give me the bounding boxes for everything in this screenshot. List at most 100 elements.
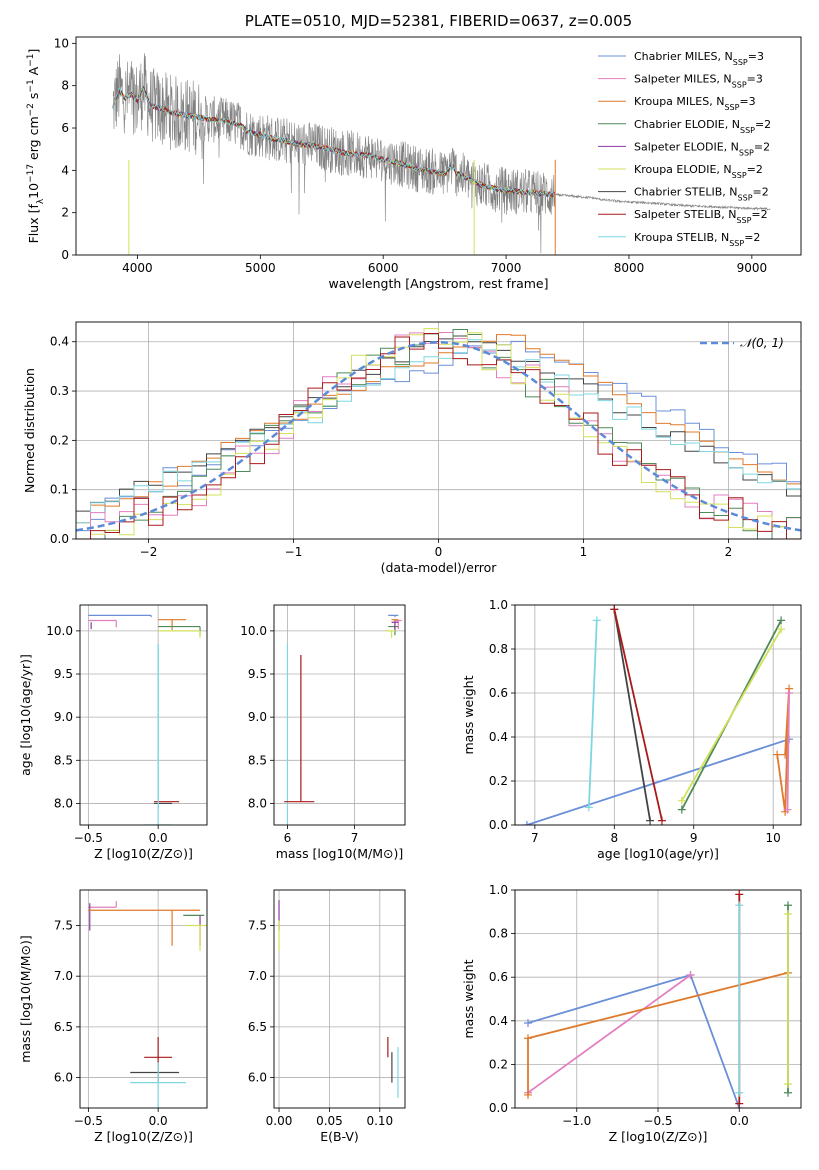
legend-label: Kroupa MILES, N [634,95,724,108]
data-marker [777,625,786,634]
legend-count: =3 [747,73,763,86]
x-axis-label: mass [log10(M/M⊙)] [276,846,404,861]
y-axis-label: mass [log10(M/M⊙)] [18,935,33,1063]
residual-histogram [76,340,801,539]
y-tick-label: 0.8 [489,927,508,941]
error-bar [158,619,187,631]
y-tick-label: 0.2 [489,1057,508,1071]
y-tick-label: 0.3 [50,384,69,398]
legend-count: =2 [747,163,763,176]
error-bar [88,909,201,946]
y-tick-label: 7.0 [248,969,267,983]
axes-frame [79,604,208,826]
x-tick-label: 7 [531,831,539,845]
figure-title: PLATE=0510, MJD=52381, FIBERID=0637, z=0… [244,12,633,30]
y-tick-label: 2 [61,206,69,220]
panel-age_vs_mass: 6 7 8.0 8.5 9.0 9.5 10.0 mass [log10(M/M⊙)] [240,604,406,861]
y-tick-label: 0.4 [50,335,69,349]
x-tick-label: −0.5 [74,1114,103,1128]
x-tick-label: 0.05 [316,1114,343,1128]
weight-line [613,609,663,821]
x-axis-label: Z [log10(Z/Z⊙)] [94,846,193,861]
panel-weight_vs_Z: −1.0 −0.5 0.0 0.0 0.2 0.4 0.6 0.8 1.0 Z [log10(Z/… [461,883,802,1144]
y-axis-label-part: 10 [26,183,41,199]
x-tick-label: 0.0 [730,1114,749,1128]
axes-frame [273,604,406,826]
axes-frame [75,321,802,540]
x-tick-label: 1 [580,545,588,559]
y-axis-label: Flux [fλ10−17 erg cm−2 s−1 A−1] [26,49,46,244]
legend-sub: SSP [732,171,747,180]
data-marker [783,805,792,814]
y-axis-label-part: −1 [26,79,36,92]
x-tick-label: 0.10 [366,1114,393,1128]
y-tick-label: 6.5 [248,1020,267,1034]
data-marker [524,1034,532,1043]
legend-count: =2 [751,208,767,221]
legend-sub: SSP [729,238,744,247]
y-tick-label: 0.8 [489,642,508,656]
y-tick-label: 8.5 [248,753,267,767]
residual-histogram [76,334,801,539]
legend-count: =3 [748,50,764,63]
x-axis-label: (data-model)/error [381,560,498,575]
legend-entry: Salpeter STELIB, NSSP=2 [634,208,768,225]
weight-line [527,973,741,1108]
y-tick-label: 0.0 [50,532,69,546]
x-tick-label: 10 [766,831,781,845]
x-axis-label: Z [log10(Z/Z⊙)] [94,1129,193,1144]
legend-count: =2 [744,231,760,244]
error-bar [130,1062,187,1108]
y-tick-label: 6.0 [248,1071,267,1085]
axes-frame [79,889,208,1109]
error-bar [384,630,395,638]
x-tick-label: 0 [435,545,443,559]
y-tick-label: 0.0 [489,818,508,832]
data-marker [785,689,794,697]
x-axis-label: Z [log10(Z/Z⊙)] [609,1129,708,1144]
legend-entry: Kroupa STELIB, NSSP=2 [634,231,760,248]
x-tick-label: 8 [610,831,618,845]
legend-entry: Chabrier STELIB, NSSP=2 [634,186,769,203]
x-tick-label: −0.5 [74,831,103,845]
y-axis-label-part: erg cm [26,116,41,164]
legend-count: =2 [753,186,769,199]
data-marker [584,803,593,812]
y-tick-label: 8 [61,79,69,93]
x-tick-label: −0.5 [643,1114,672,1128]
legend-label: 𝒩(0, 1) [740,336,784,350]
legend-label: Salpeter MILES, N [634,73,732,86]
y-tick-label: 9.0 [54,710,73,724]
legend-label: Salpeter ELODIE, N [634,140,739,153]
legend-entry: Salpeter ELODIE, NSSP=2 [634,140,770,157]
y-tick-label: 9.5 [54,667,73,681]
data-marker [610,605,619,614]
legend-count: =3 [739,95,755,108]
legend-label: Chabrier MILES, N [634,50,733,63]
axes-frame [75,36,802,256]
x-tick-label: 4000 [122,261,153,275]
y-axis-label: Normed distribution [22,368,37,493]
x-axis-label: wavelength [Angstrom, rest frame] [328,276,548,291]
data-marker [784,909,792,918]
y-tick-label: 10.0 [240,624,267,638]
y-tick-label: 0.4 [489,1014,508,1028]
model-spectrum [112,87,556,198]
y-axis-label: mass weight [461,675,476,754]
y-tick-label: 9.5 [248,667,267,681]
data-marker [657,816,666,825]
error-bar [88,901,117,908]
model-spectrum [112,89,556,198]
error-bar [158,630,201,638]
x-tick-label: 7 [351,831,359,845]
legend-label: Kroupa STELIB, N [634,231,729,244]
y-axis-label-part: λ [36,198,46,204]
y-axis-label-part: A [26,66,41,79]
error-bar [284,655,315,803]
panel-mass_vs_Z: −0.5 0.0 6.0 6.5 7.0 7.5 Z [log10(Z/Z⊙)] mass [… [18,889,208,1144]
x-axis-label: E(B-V) [320,1129,359,1144]
y-tick-label: 6.0 [54,1071,73,1085]
x-tick-label: 0.0 [149,831,168,845]
weight-line [526,738,790,825]
